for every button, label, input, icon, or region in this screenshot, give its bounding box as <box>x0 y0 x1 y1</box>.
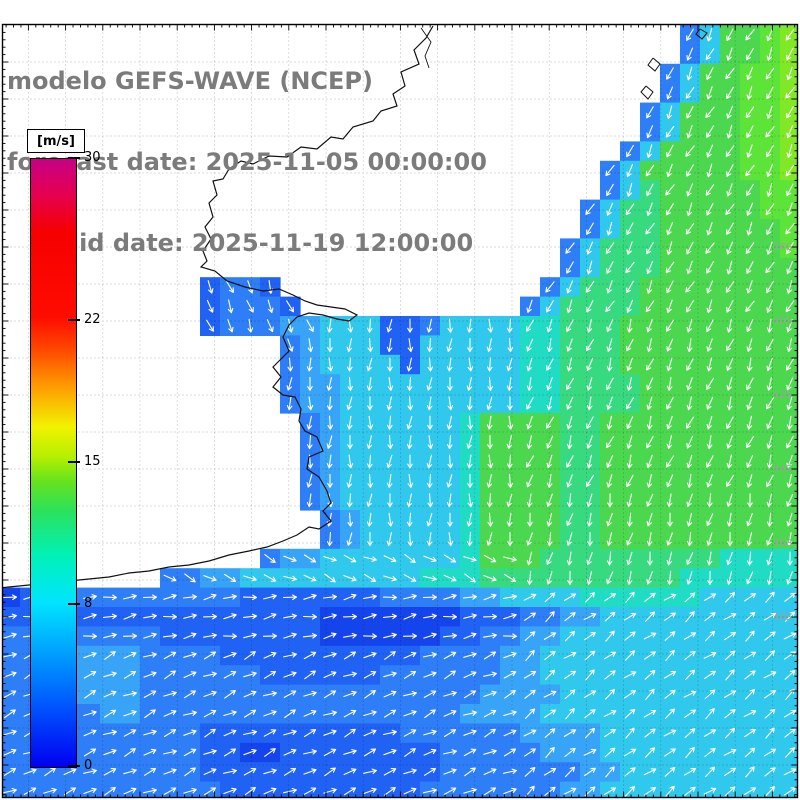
island-outline <box>647 57 661 72</box>
valid-date: valid date: 2025-11-19 12:00:00 <box>39 229 474 257</box>
latitude-label: 46S <box>773 538 792 549</box>
latitude-label: 40S <box>773 316 792 327</box>
latitude-label: 48S <box>773 612 792 623</box>
island-outline <box>695 28 708 40</box>
colorbar-unit-label: [m/s] <box>27 129 85 153</box>
colorbar-tick-label: 8 <box>84 595 93 611</box>
colorbar-tick-label: 30 <box>84 150 101 165</box>
latitude-label: 44S <box>773 464 792 475</box>
frame-ticks <box>2 24 798 798</box>
colorbar-tick-mark <box>68 461 80 463</box>
wind-arrows <box>2 27 797 797</box>
colorbar-tick-mark <box>68 319 80 322</box>
title-block: modelo GEFS-WAVE (NCEP) forecast date: 2… <box>7 14 487 311</box>
colorbar-tick-label: 0 <box>84 758 93 773</box>
latitude-label: 38S <box>773 242 792 253</box>
colorbar-tick-mark <box>68 765 80 767</box>
coastline <box>2 25 434 589</box>
model-title: modelo GEFS-WAVE (NCEP) <box>7 67 373 95</box>
colorbar-tick-mark <box>68 157 80 159</box>
forecast-date: forecast date: 2025-11-05 00:00:00 <box>7 148 487 176</box>
colorbar-gradient <box>30 158 77 768</box>
grid-lines <box>2 24 798 798</box>
colorbar-tick-label: 15 <box>84 454 101 469</box>
colorbar-tick-mark <box>68 602 80 605</box>
island-outline <box>640 85 654 100</box>
latitude-label: 42S <box>773 390 792 401</box>
estuary-line <box>420 27 432 69</box>
colorbar-tick-label: 22 <box>84 312 101 328</box>
